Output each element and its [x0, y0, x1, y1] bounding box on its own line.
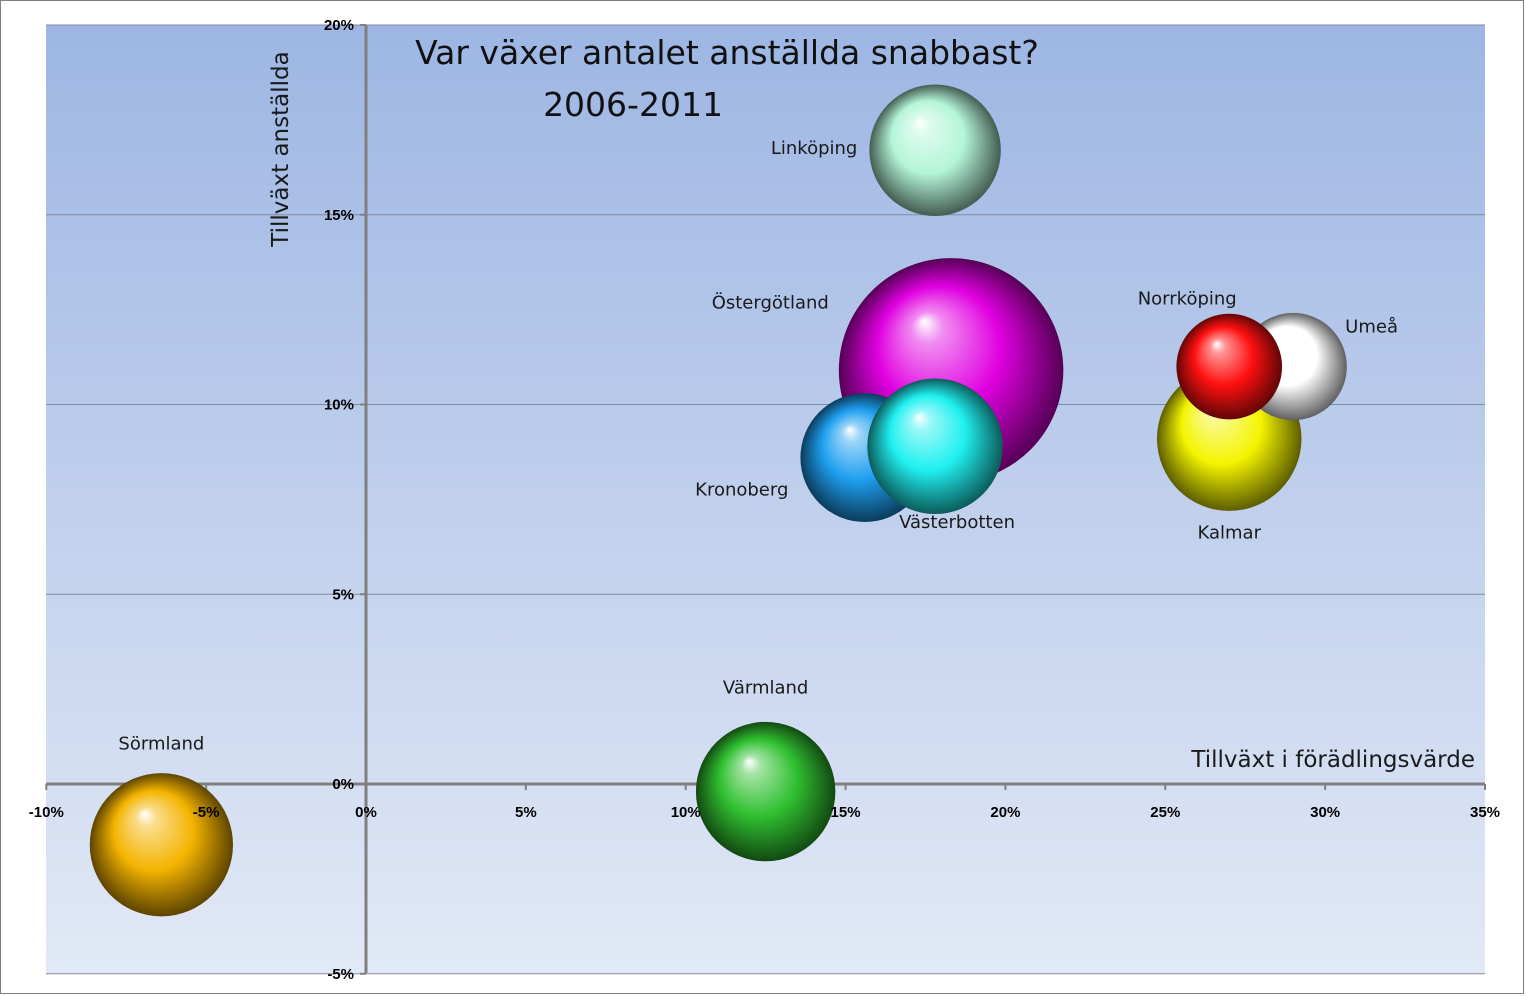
bubble-label-1: Östergötland [712, 291, 829, 313]
y-tick-label: 0% [332, 776, 354, 793]
x-tick-label: 35% [1470, 804, 1500, 821]
bubble-9 [89, 773, 234, 917]
bubble-2 [869, 84, 1001, 216]
x-tick-label: 20% [990, 804, 1020, 821]
bubble-7 [1176, 313, 1283, 420]
bubble-8 [695, 721, 836, 862]
x-tick-label: 0% [355, 804, 377, 821]
x-tick-label: -5% [193, 804, 220, 821]
x-tick-label: 10% [671, 804, 701, 821]
chart-title: Var växer antalet anställda snabbast? [415, 33, 1039, 72]
bubble-label-3: Kronoberg [695, 480, 788, 501]
bubble-label-5: Kalmar [1197, 523, 1261, 544]
y-tick-label: 10% [324, 397, 354, 414]
x-tick-label: 15% [831, 804, 861, 821]
y-axis-title: Tillväxt anställda [268, 51, 294, 247]
y-tick-label: 20% [324, 17, 354, 34]
bubble-label-4: Västerbotten [899, 512, 1015, 533]
x-tick-label: -10% [29, 804, 64, 821]
bubble-label-8: Värmland [723, 678, 808, 699]
y-tick-label: -5% [327, 966, 354, 983]
bubble-label-6: Umeå [1345, 317, 1398, 338]
bubble-label-7: Norrköping [1138, 289, 1237, 310]
chart-subtitle: 2006-2011 [543, 85, 723, 124]
y-tick-label: 15% [324, 207, 354, 224]
bubble-label-2: Linköping [771, 138, 858, 159]
x-tick-label: 30% [1310, 804, 1340, 821]
bubble-series [89, 84, 1347, 917]
x-tick-label: 5% [515, 804, 537, 821]
bubble-labels: Östergötland Linköping Kronoberg Västerbott… [118, 138, 1398, 754]
x-axis-title: Tillväxt i förädlingsvärde [1190, 747, 1475, 773]
x-tick-label: 25% [1150, 804, 1180, 821]
tick-labels: -10% -5% 0% 5% 10% 15% 20% 25% 30% 35% -5% 0% 5% 10% 1… [29, 17, 1500, 983]
bubble-label-9: Sörmland [118, 734, 204, 755]
bubble-4 [867, 378, 1003, 514]
y-tick-label: 5% [332, 586, 354, 603]
